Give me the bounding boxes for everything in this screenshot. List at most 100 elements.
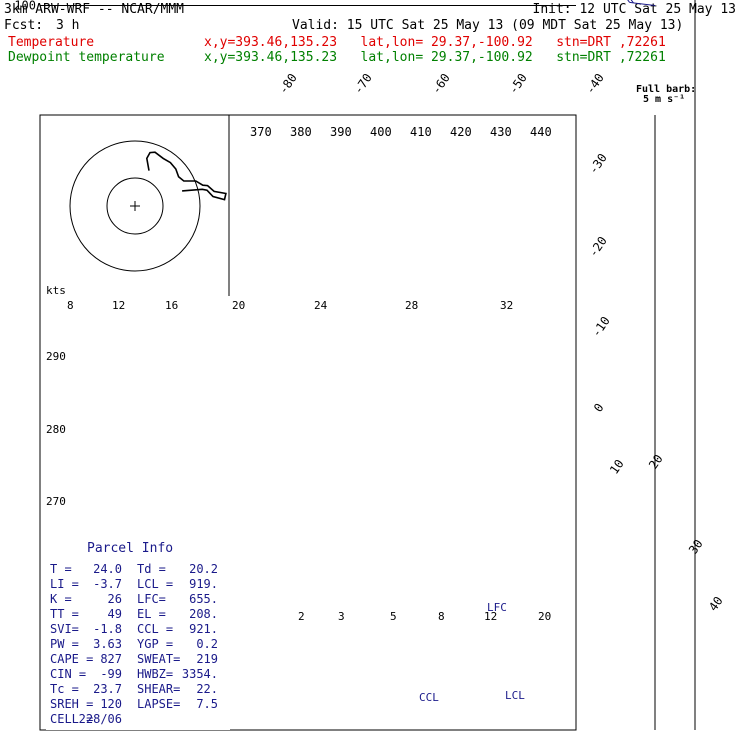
- isotherm-label: 30: [686, 537, 706, 557]
- mixing-ratio-label: 8: [438, 610, 445, 623]
- parcel-info-cell: 3.63: [93, 637, 122, 651]
- parcel-info-cell: LI =: [50, 577, 79, 591]
- parcel-info-cell: 7.5: [196, 697, 218, 711]
- dry-adiabat: [344, 0, 740, 6]
- parcel-info-cell: 22.: [196, 682, 218, 696]
- isotherm-label: -80: [276, 71, 300, 97]
- temperature-location: x,y=393.46,135.23 lat,lon= 29.37,-100.92…: [204, 35, 666, 50]
- parcel-info-cell: 20.2: [189, 562, 218, 576]
- isotherm-label: -40: [583, 71, 607, 97]
- parcel-info-cell: T =: [50, 562, 72, 576]
- isotherm-line: [448, 0, 740, 6]
- parcel-info-cell: Tc =: [50, 682, 79, 696]
- parcel-info-cell: K =: [50, 592, 72, 606]
- theta-label: 400: [370, 125, 392, 139]
- parcel-info-cell: LAPSE=: [137, 697, 180, 711]
- lfc-label: LFC: [487, 601, 507, 614]
- mixing-ratio-label: 2: [298, 610, 305, 623]
- parcel-info-cell: SHEAR=: [137, 682, 180, 696]
- dry-adiabat: [465, 0, 740, 6]
- parcel-info-cell: HWBZ=: [137, 667, 173, 681]
- parcel-info-cell: CAPE =: [50, 652, 93, 666]
- parcel-info-cell: LCL =: [137, 577, 173, 591]
- isotherm-label: -20: [586, 234, 610, 260]
- dry-adiabat: [222, 0, 740, 6]
- mixing-ratio-label: 20: [538, 610, 551, 623]
- isotherm-label: 40: [706, 594, 726, 614]
- init-time: Init: 12 UTC Sat 25 May 13: [532, 2, 737, 17]
- hodograph-ring-outer: [69, 140, 201, 272]
- wind-legend-value: 5 m s⁻¹: [643, 94, 685, 105]
- parcel-info-cell: 827: [100, 652, 122, 666]
- parcel-info-cell: TT =: [50, 607, 79, 621]
- dry-adiabat: [313, 0, 740, 6]
- temperature-profile-line: [639, 0, 740, 6]
- dry-adiabat: [405, 0, 740, 6]
- parcel-info-cell: 919.: [189, 577, 218, 591]
- parcel-info-cell: SVI=: [50, 622, 79, 636]
- parcel-info-cell: Td =: [137, 562, 166, 576]
- dewpoint-location: x,y=393.46,135.23 lat,lon= 29.37,-100.92…: [204, 50, 666, 65]
- dry-adiabat: [496, 0, 740, 6]
- mixing-ratio-label: 5: [390, 610, 397, 623]
- theta-label: 390: [330, 125, 352, 139]
- wind-legend-title: Full barb:: [636, 84, 696, 95]
- isotherm-label: 0: [591, 401, 607, 415]
- parcel-info-cell: CCL =: [137, 622, 173, 636]
- isotherm-label: -10: [589, 314, 613, 340]
- lcl-label: LCL: [505, 689, 525, 702]
- dry-adiabat: [679, 0, 740, 6]
- parcel-info-cell: 3354.: [182, 667, 218, 681]
- parcel-info-cell: 23.7: [93, 682, 122, 696]
- isotherm-label: -50: [506, 71, 530, 97]
- thetae-label: 290: [46, 350, 66, 363]
- wind-barb: [627, 0, 656, 6]
- parcel-info-cell: 219: [196, 652, 218, 666]
- wind-scale-label: 24: [314, 299, 328, 312]
- dry-adiabat: [587, 0, 740, 6]
- parcel-info-cell: -3.7: [93, 577, 122, 591]
- hodograph-ring-inner: [106, 177, 164, 235]
- mixing-ratio-label: 3: [338, 610, 345, 623]
- isotherm-line: [624, 0, 740, 6]
- isotherm-line: [330, 0, 740, 6]
- parcel-info-cell: 26: [108, 592, 122, 606]
- plot-border: [39, 114, 577, 731]
- isotherm-line: [683, 0, 740, 6]
- plot-extension: [694, 0, 696, 730]
- isotherm-label: -30: [586, 151, 610, 177]
- wind-scale-label: 20: [232, 299, 245, 312]
- parcel-info-cell: 49: [108, 607, 122, 621]
- theta-label: 370: [250, 125, 272, 139]
- hodograph-trace: [145, 151, 227, 201]
- pressure-tick-label: 100: [14, 0, 36, 13]
- wind-scale-label: 28: [405, 299, 418, 312]
- forecast-label: Fcst:: [4, 18, 44, 33]
- theta-label: 380: [290, 125, 312, 139]
- parcel-info-cell: 120: [100, 697, 122, 711]
- theta-label: 440: [530, 125, 552, 139]
- valid-time: Valid: 15 UTC Sat 25 May 13 (09 MDT Sat …: [292, 18, 684, 33]
- theta-label: 410: [410, 125, 432, 139]
- parcel-info-cell: 0.2: [196, 637, 218, 651]
- parcel-info-cell: SREH =: [50, 697, 93, 711]
- parcel-info-cell: LFC=: [137, 592, 166, 606]
- isotherm-label: -60: [429, 71, 453, 97]
- isotherm-label: -70: [351, 71, 375, 97]
- dry-adiabat: [648, 0, 740, 6]
- dry-adiabat: [709, 0, 740, 6]
- parcel-info-cell: -1.8: [93, 622, 122, 636]
- isotherm-label: 10: [607, 457, 627, 477]
- dry-adiabat: [283, 0, 740, 6]
- parcel-info-cell: 208.: [189, 607, 218, 621]
- parcel-info-panel: Parcel Info T = 24.0 Td = 20.2 LI = -3.7 LCL =…: [46, 537, 230, 730]
- theta-label: 430: [490, 125, 512, 139]
- wind-scale-label: 12: [112, 299, 125, 312]
- parcel-info-cell: YGP =: [137, 637, 173, 651]
- thetae-label: 280: [46, 423, 66, 436]
- dry-adiabat: [252, 0, 740, 6]
- dewpoint-legend: Dewpoint temperature: [8, 50, 165, 65]
- forecast-hours: 3 h: [56, 18, 80, 33]
- hodograph-kts-label: kts: [46, 284, 66, 297]
- parcel-info-cell: 921.: [189, 622, 218, 636]
